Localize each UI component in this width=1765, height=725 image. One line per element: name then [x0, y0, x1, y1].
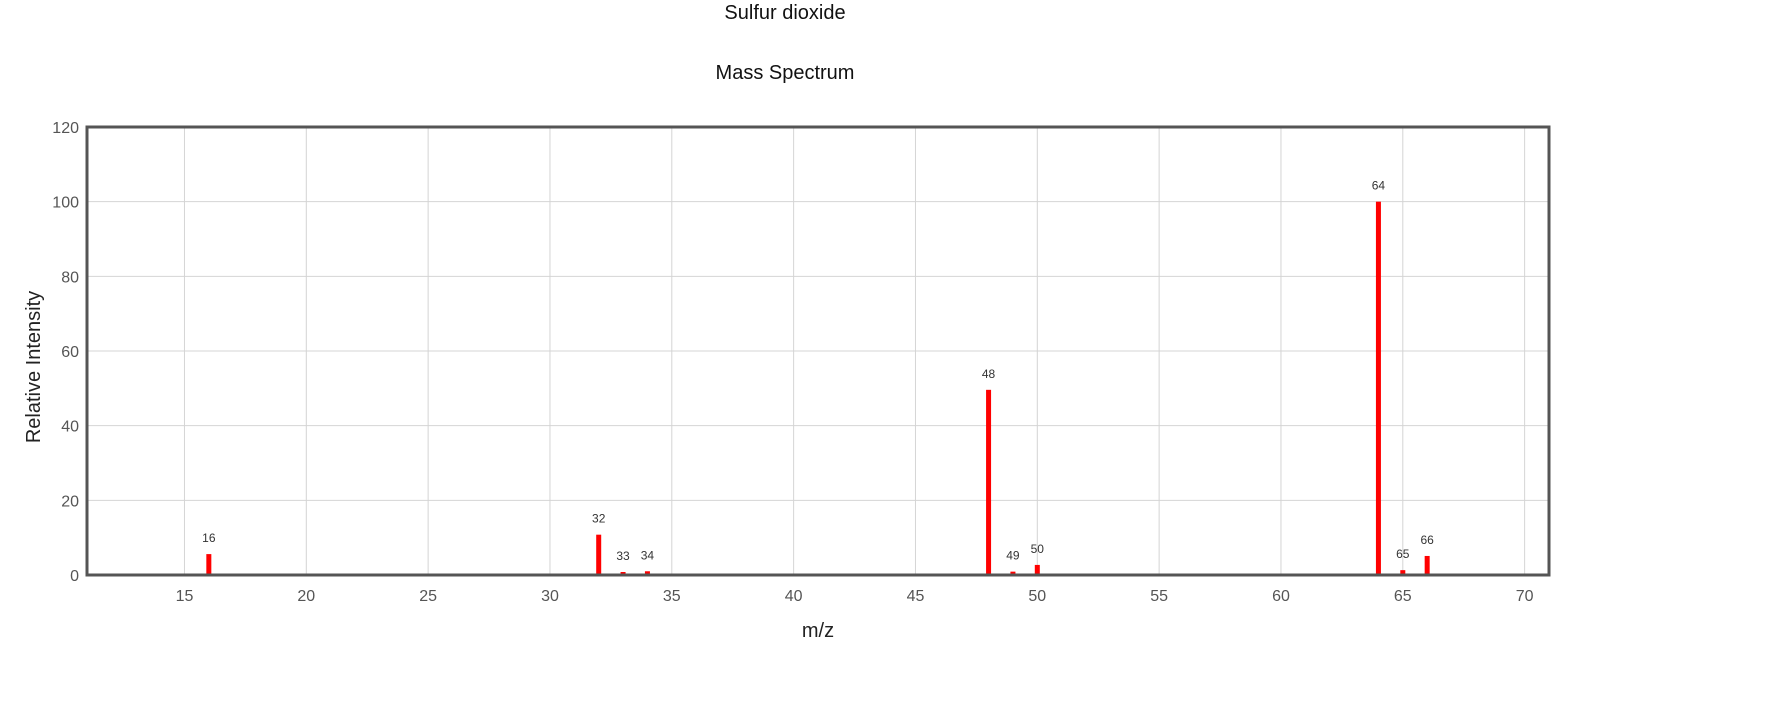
x-tick-label: 65: [1394, 588, 1412, 605]
x-tick-label: 55: [1150, 588, 1168, 605]
x-tick-label: 40: [785, 588, 803, 605]
peak-label: 65: [1396, 547, 1410, 561]
y-tick-label: 20: [61, 493, 79, 510]
peak-bar: [1400, 570, 1406, 575]
x-tick-label: 30: [541, 588, 559, 605]
peak-bar: [1010, 571, 1016, 575]
peak-label: 49: [1006, 549, 1020, 563]
x-tick-label: 20: [297, 588, 315, 605]
y-tick-label: 60: [61, 344, 79, 361]
peak-label: 32: [592, 512, 606, 526]
peak-bar: [206, 554, 212, 575]
peak-bar: [596, 534, 602, 575]
peak-label: 64: [1372, 179, 1386, 193]
x-tick-label: 50: [1028, 588, 1046, 605]
peak-label: 33: [616, 549, 630, 563]
compound-title: Sulfur dioxide: [724, 2, 846, 24]
peak-bar: [1424, 555, 1430, 575]
x-axis-title: m/z: [802, 620, 834, 642]
y-tick-label: 40: [61, 419, 79, 436]
x-tick-label: 25: [419, 588, 437, 605]
chart-subtitle: Mass Spectrum: [715, 62, 855, 84]
x-tick-label: 45: [907, 588, 925, 605]
x-tick-label: 70: [1516, 588, 1534, 605]
peak-bar: [1034, 564, 1040, 575]
bar-layer: 16 32 33 34 48 49 50 64 65 66: [202, 179, 1434, 575]
y-tick-label: 80: [61, 269, 79, 286]
y-tick-label: 120: [52, 120, 79, 137]
x-tick-label: 35: [663, 588, 681, 605]
peak-bar: [644, 571, 650, 575]
tick-layer: 15 20 25 30 35 40 45 50 55 60 65 70 0 20 40 60 80 100 120: [52, 120, 1533, 605]
peak-label: 16: [202, 531, 216, 545]
grid-layer: [87, 126, 1549, 576]
peak-bar: [986, 389, 992, 575]
plot-frame: [85, 125, 1551, 577]
peak-label: 66: [1420, 533, 1434, 547]
y-tick-label: 0: [70, 568, 79, 585]
peak-label: 48: [982, 367, 996, 381]
y-tick-label: 100: [52, 195, 79, 212]
x-tick-label: 15: [176, 588, 194, 605]
peak-bar: [1375, 201, 1381, 575]
x-tick-label: 60: [1272, 588, 1290, 605]
y-axis-title: Relative Intensity: [23, 291, 45, 443]
peak-label: 50: [1031, 542, 1045, 556]
peak-label: 34: [641, 548, 655, 562]
